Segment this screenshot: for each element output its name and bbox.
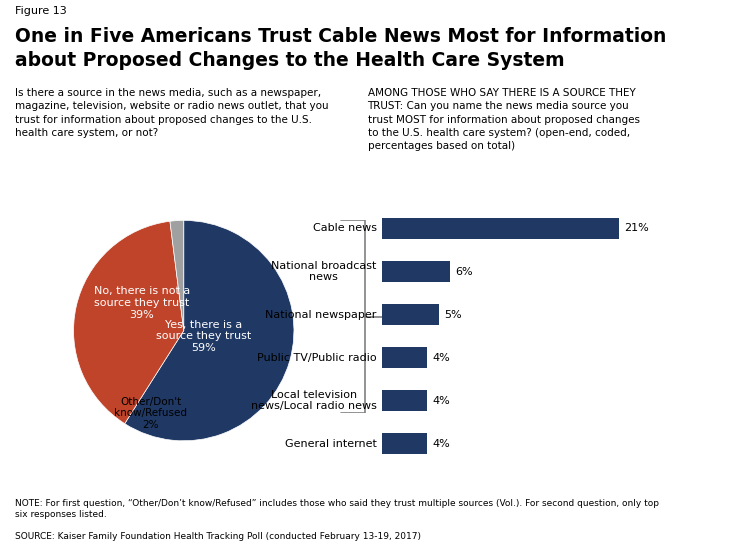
Text: 4%: 4% [433, 396, 451, 406]
Text: 4%: 4% [433, 439, 451, 449]
Bar [382, 304, 439, 325]
Wedge shape [125, 220, 294, 441]
Text: Public TV/Public radio: Public TV/Public radio [257, 353, 376, 363]
Text: 21%: 21% [625, 224, 649, 234]
Text: General internet: General internet [284, 439, 376, 449]
Text: Other/Don't
know/Refused
2%: Other/Don't know/Refused 2% [114, 397, 187, 430]
Text: SOURCE: Kaiser Family Foundation Health Tracking Poll (conducted February 13-19,: SOURCE: Kaiser Family Foundation Health … [15, 532, 420, 541]
Wedge shape [170, 220, 184, 331]
Text: National broadcast
news: National broadcast news [271, 261, 376, 282]
Bar [382, 347, 427, 369]
Text: AMONG THOSE WHO SAY THERE IS A SOURCE THEY
TRUST: Can you name the news media so: AMONG THOSE WHO SAY THERE IS A SOURCE TH… [368, 88, 639, 151]
Wedge shape [74, 222, 184, 424]
Text: No, there is not a
source they trust
39%: No, there is not a source they trust 39% [94, 287, 190, 320]
Text: Yes, there is a
source they trust
59%: Yes, there is a source they trust 59% [156, 320, 251, 353]
Text: Figure 13: Figure 13 [15, 6, 66, 15]
Text: One in Five Americans Trust Cable News Most for Information
about Proposed Chang: One in Five Americans Trust Cable News M… [15, 27, 666, 69]
Bar [382, 390, 427, 412]
Text: 4%: 4% [433, 353, 451, 363]
Bar [382, 218, 619, 239]
Text: National newspaper: National newspaper [265, 310, 376, 320]
Text: Cable news: Cable news [312, 224, 376, 234]
Bar [382, 433, 427, 455]
Text: 6%: 6% [456, 267, 473, 277]
Text: NOTE: For first question, “Other/Don’t know/Refused” includes those who said the: NOTE: For first question, “Other/Don’t k… [15, 499, 659, 520]
Bar [382, 261, 450, 282]
Text: Is there a source in the news media, such as a newspaper,
magazine, television, : Is there a source in the news media, suc… [15, 88, 329, 138]
Text: THE HENRY J.
KAISER
FAMILY
FOUNDATION: THE HENRY J. KAISER FAMILY FOUNDATION [651, 494, 709, 536]
Text: 5%: 5% [444, 310, 462, 320]
Text: Local television
news/Local radio news: Local television news/Local radio news [251, 390, 376, 412]
